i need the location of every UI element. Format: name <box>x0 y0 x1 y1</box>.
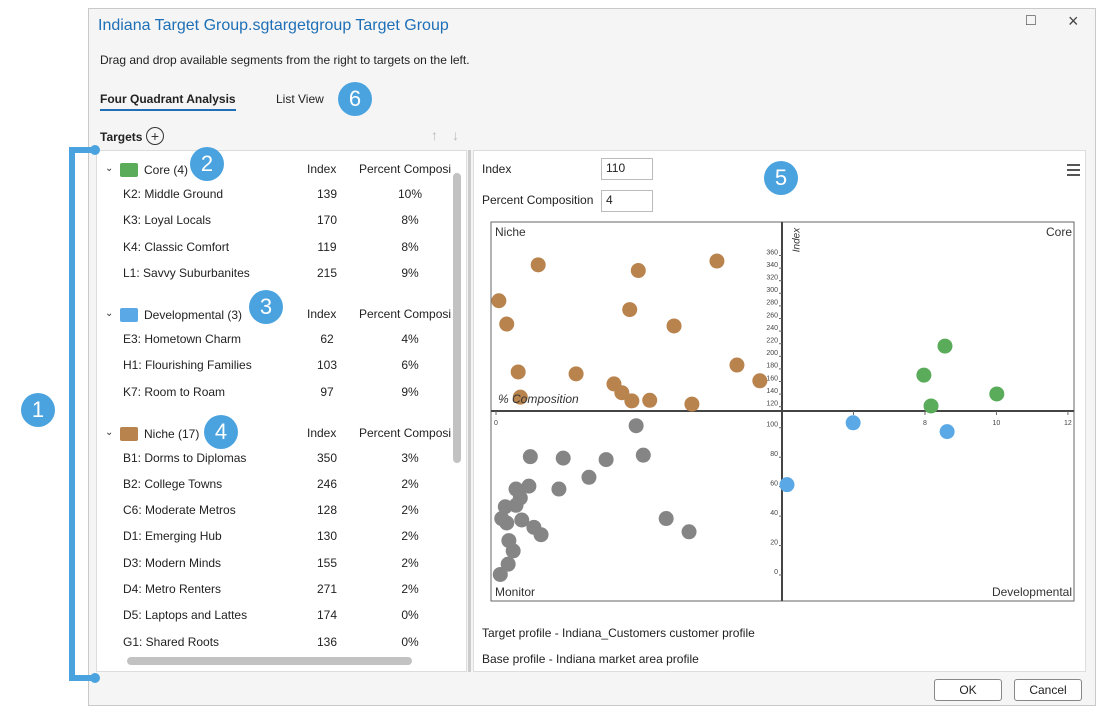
segment-index: 97 <box>320 384 334 399</box>
targets-list: ⌄ Core (4) Index Percent Composition K2: Mid… <box>96 150 467 672</box>
scrollbar-h[interactable] <box>127 657 412 665</box>
segment-percent: 2% <box>401 582 419 596</box>
index-label: Index <box>482 162 512 176</box>
segment-index: 119 <box>317 239 337 254</box>
close-button[interactable]: × <box>1068 11 1079 31</box>
group-swatch <box>120 163 138 177</box>
instruction: Drag and drop available segments from th… <box>100 53 470 67</box>
column-header: Percent Composition <box>359 306 451 321</box>
segment-name[interactable]: E3: Hometown Charm <box>123 331 242 346</box>
segment-percent: 4% <box>401 331 419 346</box>
expand-chevron[interactable]: ⌄ <box>105 307 114 319</box>
segment-percent: 9% <box>401 384 419 399</box>
segment-index: 155 <box>316 555 338 570</box>
segment-name[interactable]: K2: Middle Ground <box>123 187 224 201</box>
maximize-button[interactable]: □ <box>1026 12 1036 29</box>
segment-name[interactable]: K3: Loyal Locals <box>123 213 212 228</box>
move-up-button[interactable]: ↑ <box>431 127 438 143</box>
segment-name[interactable]: D3: Modern Minds <box>123 555 222 570</box>
group-name[interactable]: Niche (17) <box>144 426 200 441</box>
segment-percent: 2% <box>401 529 419 544</box>
column-header: Index <box>307 425 337 440</box>
segment-percent: 2% <box>401 555 419 570</box>
chart-panel <box>473 150 1086 672</box>
column-header: Percent Composition <box>359 162 451 176</box>
segment-index: 62 <box>320 331 334 346</box>
column-header: Percent Composition <box>359 425 451 440</box>
segment-index: 139 <box>316 187 338 201</box>
segment-name[interactable]: H1: Flourishing Families <box>123 358 252 373</box>
badge <box>21 393 55 427</box>
segment-name[interactable]: G1: Shared Roots <box>123 634 220 649</box>
segment-percent: 3% <box>401 450 419 465</box>
segment-name[interactable]: C6: Moderate Metros <box>123 503 236 518</box>
percent-input[interactable]: 4 <box>601 190 653 212</box>
segment-name[interactable]: B1: Dorms to Diplomas <box>123 450 247 465</box>
segment-name[interactable]: B2: College Towns <box>123 476 223 491</box>
segment-index: 215 <box>316 265 338 280</box>
targets-label: Targets <box>100 130 143 144</box>
segment-name[interactable]: K7: Room to Roam <box>123 384 226 399</box>
ok-button[interactable]: OK <box>934 679 1002 701</box>
segment-percent: 6% <box>401 358 419 373</box>
move-down-button[interactable]: ↓ <box>452 127 459 143</box>
dialog-title: Indiana Target Group.sgtargetgroup Targe… <box>98 17 449 34</box>
segment-name[interactable]: D4: Metro Renters <box>123 582 222 596</box>
splitter[interactable] <box>468 150 471 672</box>
segment-name[interactable]: L1: Savvy Suburbanites <box>123 265 250 280</box>
footer-text: Base profile - Indiana market area profi… <box>482 652 699 666</box>
scrollbar-v[interactable] <box>453 173 461 463</box>
segment-percent: 8% <box>401 213 419 228</box>
tab-active[interactable]: Four Quadrant Analysis <box>100 92 236 111</box>
segment-percent: 10% <box>397 187 423 201</box>
segment-name[interactable]: K4: Classic Comfort <box>123 239 230 254</box>
column-header: Index <box>307 306 337 321</box>
tab[interactable]: List View <box>276 92 324 106</box>
segment-index: 174 <box>316 608 338 623</box>
segment-percent: 8% <box>401 239 419 254</box>
badge-number: 1 <box>32 397 44 422</box>
segment-index: 136 <box>316 634 338 649</box>
segment-percent: 0% <box>401 608 419 623</box>
expand-chevron[interactable]: ⌄ <box>105 426 114 438</box>
segment-name[interactable]: D5: Laptops and Lattes <box>123 608 248 623</box>
footer-text: Target profile - Indiana_Customers custo… <box>482 626 755 640</box>
segment-index: 271 <box>316 582 338 596</box>
percent-label: Percent Composition <box>482 193 594 207</box>
group-name[interactable]: Core (4) <box>144 163 189 177</box>
group-swatch <box>120 307 138 322</box>
segment-percent: 2% <box>401 503 419 518</box>
segment-percent: 2% <box>401 476 419 491</box>
cancel-button[interactable]: Cancel <box>1014 679 1082 701</box>
segment-index: 350 <box>316 450 338 465</box>
segment-index: 128 <box>316 503 338 518</box>
segment-percent: 0% <box>401 634 419 649</box>
column-header: Index <box>307 162 337 176</box>
segment-index: 246 <box>316 476 338 491</box>
index-input[interactable]: 110 <box>601 158 653 180</box>
segment-index: 130 <box>316 529 338 544</box>
segment-name[interactable]: D1: Emerging Hub <box>123 529 222 544</box>
add-target-button[interactable]: + <box>146 127 164 145</box>
group-name[interactable]: Developmental (3) <box>144 307 243 322</box>
segment-index: 170 <box>316 213 338 228</box>
segment-percent: 9% <box>401 265 419 280</box>
group-swatch <box>120 426 138 441</box>
segment-index: 103 <box>316 358 338 373</box>
expand-chevron[interactable]: ⌄ <box>105 163 114 174</box>
